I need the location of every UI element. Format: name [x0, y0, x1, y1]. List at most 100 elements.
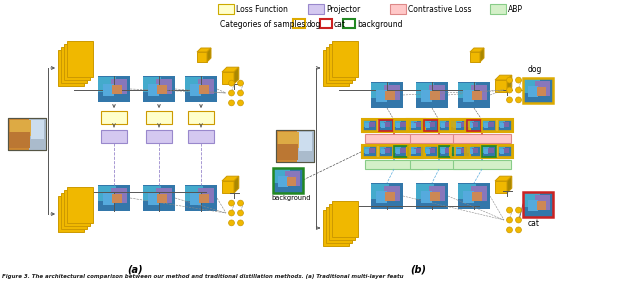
Bar — [424, 146, 438, 157]
Text: ABP: ABP — [508, 5, 523, 14]
Bar — [451, 147, 458, 153]
Bar — [98, 77, 116, 92]
Bar — [439, 146, 453, 157]
Bar — [320, 19, 332, 28]
Circle shape — [516, 87, 522, 93]
Bar — [111, 188, 127, 203]
Bar — [424, 147, 431, 153]
Bar — [394, 121, 401, 127]
Bar — [451, 146, 465, 157]
Bar — [410, 147, 417, 153]
Bar — [323, 50, 349, 86]
Bar — [9, 132, 30, 149]
Circle shape — [516, 77, 522, 83]
Bar — [495, 181, 507, 193]
Bar — [278, 132, 299, 148]
Text: Loss Function: Loss Function — [236, 5, 288, 14]
Bar — [454, 146, 468, 157]
Bar — [408, 120, 422, 131]
Text: Categories of samples:: Categories of samples: — [220, 20, 308, 29]
Bar — [484, 149, 488, 154]
Bar — [185, 185, 217, 211]
Bar — [323, 210, 349, 246]
Bar — [482, 120, 496, 131]
Bar — [371, 83, 388, 98]
Bar — [332, 41, 358, 77]
Bar — [408, 120, 422, 131]
Bar — [488, 122, 494, 127]
Polygon shape — [470, 48, 484, 52]
Bar — [394, 146, 408, 157]
Circle shape — [237, 200, 243, 206]
Bar — [460, 122, 467, 127]
Bar — [426, 123, 430, 128]
Bar — [299, 132, 312, 151]
Bar — [523, 192, 553, 217]
Bar — [185, 77, 203, 92]
Bar — [458, 82, 490, 108]
Bar — [460, 148, 467, 153]
Bar — [454, 120, 468, 131]
Bar — [424, 146, 438, 157]
Bar — [415, 148, 421, 153]
Bar — [384, 186, 400, 201]
Bar — [185, 76, 217, 102]
Bar — [103, 193, 114, 204]
Bar — [430, 91, 440, 100]
Bar — [472, 148, 479, 153]
Bar — [456, 149, 461, 154]
Bar — [450, 119, 513, 132]
Bar — [523, 192, 553, 217]
Bar — [500, 149, 504, 154]
Bar — [410, 121, 417, 127]
Bar — [396, 149, 400, 154]
Bar — [412, 149, 416, 154]
Bar — [293, 19, 305, 28]
Bar — [200, 85, 209, 94]
Bar — [362, 119, 425, 132]
Bar — [378, 121, 385, 127]
Bar — [190, 193, 201, 204]
Circle shape — [507, 87, 513, 93]
Bar — [410, 134, 468, 143]
Bar — [297, 130, 314, 162]
Bar — [362, 145, 425, 158]
Bar — [378, 120, 392, 131]
Bar — [222, 72, 234, 84]
Polygon shape — [222, 67, 239, 72]
Bar — [453, 149, 458, 154]
Bar — [439, 147, 446, 153]
Bar — [390, 4, 406, 14]
Bar — [385, 192, 395, 201]
Bar — [113, 194, 122, 203]
Bar — [198, 79, 214, 94]
Bar — [278, 176, 288, 187]
Bar — [472, 91, 482, 100]
Bar — [424, 120, 438, 131]
Bar — [426, 149, 430, 154]
Bar — [468, 149, 473, 154]
Bar — [413, 122, 420, 127]
Circle shape — [516, 217, 522, 223]
Bar — [10, 120, 31, 136]
Bar — [384, 122, 390, 127]
Bar — [456, 123, 461, 128]
Bar — [157, 85, 167, 94]
Bar — [503, 148, 509, 153]
Bar — [385, 91, 395, 100]
Bar — [456, 122, 463, 127]
Bar — [365, 149, 369, 154]
Bar — [399, 122, 406, 127]
Bar — [500, 123, 504, 128]
Bar — [276, 130, 314, 162]
Bar — [408, 146, 422, 157]
Bar — [381, 123, 385, 128]
Bar — [399, 148, 406, 153]
Bar — [8, 118, 46, 150]
Bar — [416, 184, 434, 199]
Bar — [445, 122, 451, 127]
Bar — [451, 146, 465, 157]
Bar — [148, 84, 159, 95]
Bar — [472, 192, 482, 201]
Bar — [29, 118, 46, 150]
